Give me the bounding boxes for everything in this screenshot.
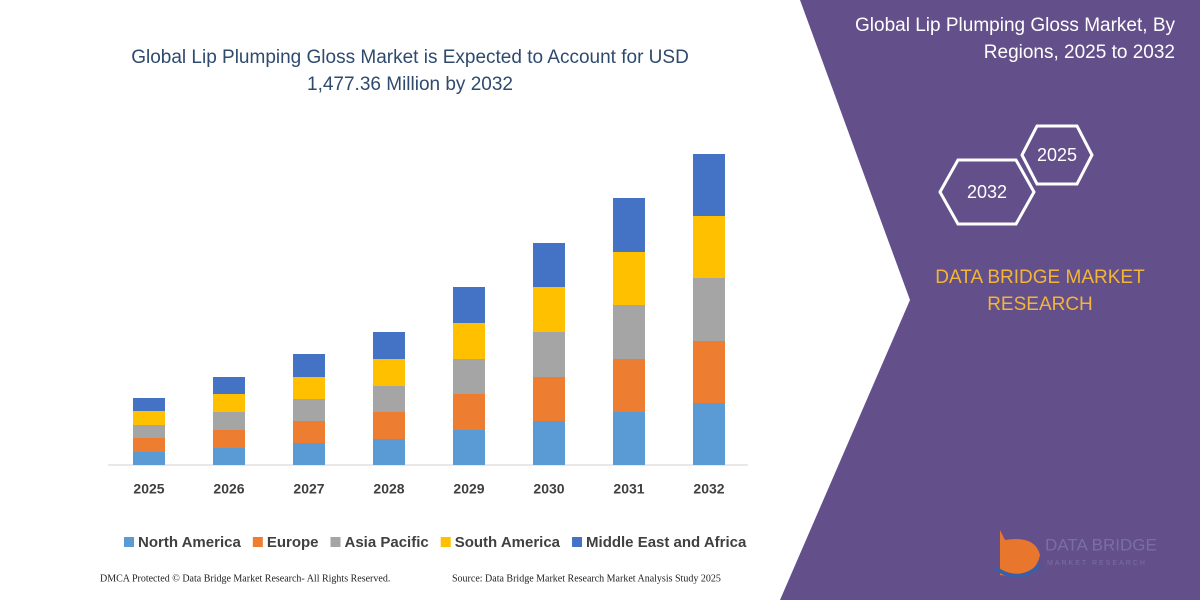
bar-segment — [453, 394, 485, 430]
legend-swatch — [330, 537, 341, 547]
hexagon-label: 2025 — [1037, 145, 1077, 165]
side-title: Global Lip Plumping Gloss Market, By Reg… — [855, 15, 1175, 63]
x-tick-label: 2031 — [613, 481, 644, 497]
bar-segment — [133, 425, 165, 438]
bar-segment — [453, 323, 485, 359]
bar-segment — [133, 411, 165, 425]
x-tick-label: 2026 — [213, 481, 244, 497]
hexagon — [1020, 124, 1094, 186]
side-panel-bg — [780, 0, 1200, 600]
bar-segment — [613, 198, 645, 252]
bar-segment — [373, 386, 405, 412]
bar-segment — [133, 398, 165, 411]
bar-segment — [373, 439, 405, 465]
footer-left: DMCA Protected © Data Bridge Market Rese… — [100, 573, 390, 584]
bar-segment — [373, 332, 405, 359]
legend-label: Middle East and Africa — [586, 534, 747, 551]
bar-segment — [693, 341, 725, 403]
bar-segment — [613, 305, 645, 359]
bar-segment — [293, 354, 325, 377]
x-tick-label: 2027 — [293, 481, 324, 497]
logo-name: DATA BRIDGE — [1045, 535, 1157, 554]
bar-segment — [533, 377, 565, 421]
bar-segment — [453, 287, 485, 323]
bar-segment — [373, 359, 405, 386]
bar-segment — [693, 154, 725, 216]
bar-segment — [693, 278, 725, 341]
legend-swatch — [124, 537, 134, 547]
bar-segment — [533, 287, 565, 332]
logo-swoosh — [993, 563, 1042, 578]
bar-segment — [293, 377, 325, 399]
x-tick-label: 2029 — [453, 481, 484, 497]
legend-label: Asia Pacific — [345, 534, 429, 551]
bar-segment — [373, 412, 405, 439]
bar-segment — [533, 421, 565, 465]
logo-mark — [1000, 530, 1040, 576]
bar-segment — [533, 243, 565, 287]
legend-swatch — [572, 537, 583, 547]
bar-segment — [533, 332, 565, 377]
hexagon-label: 2032 — [967, 182, 1007, 202]
footer-right: Source: Data Bridge Market Research Mark… — [452, 573, 721, 584]
bar-segment — [213, 394, 245, 412]
hexagon — [938, 158, 1036, 226]
bar-segment — [453, 359, 485, 394]
bar-segment — [133, 438, 165, 452]
bar-segment — [213, 430, 245, 448]
legend-swatch — [440, 537, 451, 547]
bar-segment — [213, 412, 245, 430]
bar-segment — [293, 399, 325, 421]
brand: DATA BRIDGE MARKET RESEARCH — [935, 267, 1145, 315]
legend-swatch — [252, 537, 263, 547]
bar-segment — [613, 252, 645, 305]
bar-segment — [693, 216, 725, 278]
legend-label: Europe — [267, 534, 319, 551]
bar-segment — [213, 377, 245, 394]
legend-label: North America — [138, 534, 241, 551]
bar-segment — [133, 452, 165, 465]
bar-segment — [453, 430, 485, 465]
x-tick-label: 2025 — [133, 481, 164, 497]
legend-label: South America — [455, 534, 561, 551]
bar-segment — [293, 443, 325, 465]
bar-segment — [613, 412, 645, 465]
chart-title: Global Lip Plumping Gloss Market is Expe… — [131, 47, 689, 95]
bar-segment — [693, 403, 725, 465]
bar-segment — [613, 359, 645, 412]
x-tick-label: 2030 — [533, 481, 564, 497]
bar-segment — [293, 421, 325, 443]
x-tick-label: 2028 — [373, 481, 404, 497]
logo-tagline: MARKET RESEARCH — [1047, 560, 1147, 567]
bar-segment — [213, 448, 245, 465]
x-tick-label: 2032 — [693, 481, 724, 497]
